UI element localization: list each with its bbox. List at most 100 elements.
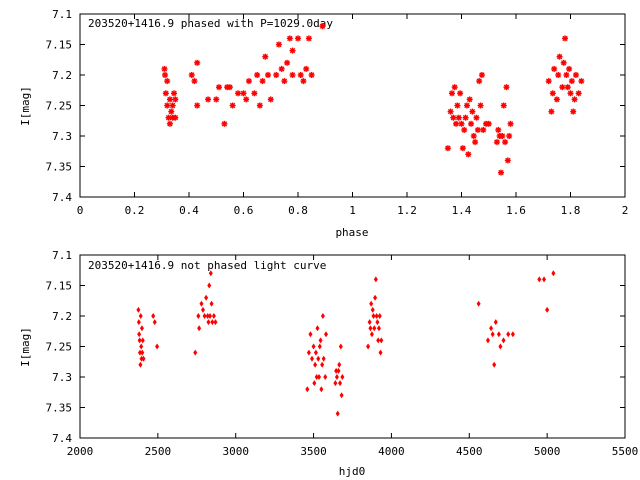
data-point <box>473 114 480 121</box>
data-point <box>468 120 475 127</box>
x-tick-label: 2 <box>622 204 629 217</box>
data-point <box>289 47 296 54</box>
data-point <box>306 349 311 356</box>
data-point <box>568 78 575 85</box>
x-tick-label: 4000 <box>378 445 405 458</box>
data-point <box>164 78 171 85</box>
data-point <box>138 313 143 319</box>
data-point <box>164 102 171 109</box>
data-point <box>566 65 573 72</box>
data-point <box>537 276 542 283</box>
data-point <box>245 78 252 85</box>
data-point <box>152 319 157 326</box>
data-point <box>300 78 307 85</box>
data-point <box>161 65 168 72</box>
x-tick-label: 4500 <box>456 445 483 458</box>
data-point <box>370 306 375 313</box>
data-point <box>316 355 321 362</box>
data-point <box>137 337 142 344</box>
x-tick-label: 3500 <box>300 445 327 458</box>
plot-title: 203520+1416.9 phased with P=1029.0day <box>88 17 333 30</box>
data-point <box>477 102 484 109</box>
x-tick-label: 0.4 <box>179 204 199 217</box>
data-point <box>202 313 207 319</box>
phased-light-curve-panel: 203520+1416.9 phased with P=1029.0day ph… <box>19 8 628 239</box>
data-point <box>137 331 142 338</box>
data-point <box>476 78 483 85</box>
data-point <box>319 386 324 393</box>
data-point <box>334 374 339 380</box>
y-tick-label: 7.2 <box>52 310 72 323</box>
y-tick-label: 7.15 <box>46 39 73 52</box>
data-point <box>162 90 169 97</box>
data-point <box>450 114 457 121</box>
data-point <box>210 319 215 326</box>
y-tick-label: 7.4 <box>52 432 72 445</box>
data-point <box>172 114 179 121</box>
y-tick-label: 7.15 <box>46 280 73 293</box>
data-point <box>499 133 506 139</box>
data-point <box>205 96 212 103</box>
data-point <box>319 23 326 30</box>
data-point <box>136 306 141 313</box>
data-point <box>324 331 329 338</box>
axis-ticks: 2000 2500 3000 3500 4000 4500 5000 5500 7.1 7.15 7… <box>46 249 639 458</box>
data-point <box>213 319 218 326</box>
data-point <box>375 319 380 326</box>
data-point <box>136 319 141 326</box>
data-point <box>229 102 236 109</box>
x-tick-label: 2500 <box>145 445 172 458</box>
data-point <box>209 300 214 307</box>
data-point <box>476 300 481 307</box>
data-point <box>284 59 291 66</box>
data-point <box>310 355 315 362</box>
data-point <box>444 145 451 152</box>
data-point <box>188 72 195 78</box>
data-point <box>194 59 201 66</box>
data-point <box>458 120 465 127</box>
data-point <box>463 102 470 109</box>
data-point <box>560 59 567 66</box>
plot-frame <box>79 13 626 198</box>
data-point <box>504 157 511 164</box>
data-point <box>197 325 202 332</box>
unphased-light-curve-panel: 203520+1416.9 not phased light curve hjd… <box>19 249 638 478</box>
data-point <box>235 90 242 97</box>
data-point <box>493 139 500 146</box>
data-point <box>454 102 461 109</box>
data-point <box>555 72 562 78</box>
y-tick-label: 7.2 <box>52 69 72 82</box>
data-point <box>221 120 228 127</box>
data-point <box>548 108 555 115</box>
data-point <box>333 380 338 387</box>
data-point <box>308 331 313 338</box>
data-point <box>314 374 319 380</box>
data-point <box>318 337 323 344</box>
data-point <box>297 72 304 78</box>
data-point <box>226 84 233 91</box>
data-point <box>141 355 146 362</box>
plot-title: 203520+1416.9 not phased light curve <box>88 259 326 272</box>
data-point <box>571 96 578 103</box>
y-tick-label: 7.3 <box>52 130 72 143</box>
data-point <box>545 78 552 85</box>
data-point <box>317 343 322 350</box>
data-point <box>199 300 204 307</box>
data-point <box>453 120 460 127</box>
data-point <box>334 367 339 374</box>
data-point <box>492 361 497 368</box>
data-point <box>315 325 320 332</box>
data-point <box>378 349 383 356</box>
data-point <box>567 90 574 97</box>
data-point <box>578 78 585 85</box>
data-point <box>201 306 206 313</box>
data-point <box>506 133 513 139</box>
data-point <box>207 282 212 289</box>
data-point <box>489 325 494 332</box>
x-tick-label: 5000 <box>534 445 561 458</box>
data-point <box>374 313 379 319</box>
data-point <box>549 90 556 97</box>
data-point <box>551 65 558 72</box>
data-point <box>151 313 156 319</box>
data-point <box>500 102 507 109</box>
